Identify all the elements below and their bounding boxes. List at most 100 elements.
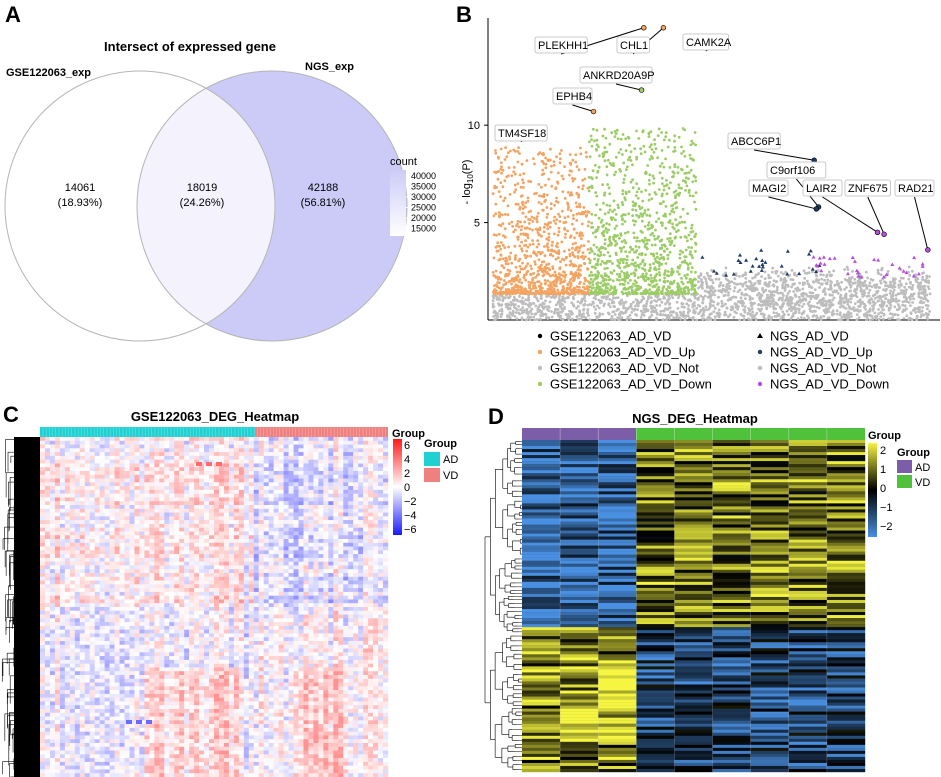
heatmap-c-cell (119, 467, 125, 472)
heatmap-c-cell (323, 493, 329, 498)
manhattan-point-up (583, 287, 587, 291)
heatmap-c-cell (114, 474, 120, 479)
manhattan-point-not (531, 301, 535, 305)
heatmap-c-cell (84, 478, 90, 483)
manhattan-point-down (639, 147, 642, 151)
heatmap-c-cell (79, 489, 85, 494)
manhattan-point-not (781, 299, 784, 302)
manhattan-point-not (811, 280, 815, 283)
manhattan-point-up (569, 209, 573, 213)
manhattan-point-not (891, 277, 895, 281)
manhattan-point-not (880, 299, 884, 303)
manhattan-point-not (642, 314, 646, 317)
heatmap-c-cell (169, 478, 175, 483)
manhattan-point-up (548, 292, 552, 296)
heatmap-c-cell (263, 471, 269, 475)
manhattan-point-up (579, 244, 583, 248)
heatmap-c-cell (74, 444, 80, 449)
manhattan-point-not (840, 315, 844, 319)
heatmap-c-cell (79, 471, 85, 475)
manhattan-point-up (564, 232, 567, 236)
manhattan-point-not (512, 295, 516, 299)
manhattan-point-not (561, 296, 564, 299)
heatmap-c-cell (89, 463, 95, 468)
manhattan-point-down (603, 127, 606, 131)
heatmap-c-cell (184, 493, 190, 498)
heatmap-c-cell (278, 448, 284, 453)
manhattan-point-up (523, 205, 527, 209)
heatmap-c-cell (89, 478, 95, 483)
heatmap-c-cell (268, 455, 274, 460)
manhattan-point-not (790, 269, 794, 272)
manhattan-point-not (721, 284, 725, 287)
heatmap-c-cell (144, 448, 150, 453)
manhattan-point-not (700, 278, 703, 281)
heatmap-c-cell (89, 452, 95, 457)
heatmap-c-cell (114, 459, 120, 464)
heatmap-c-cell (59, 448, 66, 453)
manhattan-point-not (806, 302, 810, 305)
heatmap-c-cell (248, 459, 254, 464)
heatmap-c-cell (49, 463, 56, 468)
manhattan-point-down (614, 234, 618, 238)
heatmap-c-cell (358, 493, 364, 498)
heatmap-c-cell (363, 455, 369, 460)
heatmap-c-cell (348, 471, 354, 475)
manhattan-point-not (776, 274, 780, 278)
manhattan-point-down (615, 224, 618, 228)
manhattan-point-not (834, 290, 837, 294)
manhattan-point-not (751, 289, 754, 293)
manhattan-point-not (749, 281, 753, 285)
manhattan-point-up (558, 215, 562, 219)
manhattan-point-up (501, 257, 505, 261)
manhattan-point-down (609, 271, 613, 274)
manhattan-point-not (613, 318, 617, 322)
manhattan-point-not (675, 311, 678, 315)
manhattan-point-up (506, 213, 510, 217)
manhattan-point-down (621, 261, 625, 264)
manhattan-point-down (631, 186, 635, 190)
heatmap-c-cell (189, 497, 195, 502)
manhattan-point-down (647, 135, 651, 139)
heatmap-c-cell (363, 448, 369, 453)
manhattan-point-not (782, 314, 786, 317)
manhattan-point-down (646, 276, 650, 280)
manhattan-point-down (628, 143, 631, 147)
manhattan-point-up (557, 212, 560, 216)
heatmap-c-cell (223, 452, 230, 457)
heatmap-c-cell (328, 478, 334, 483)
manhattan-point-down (595, 194, 599, 198)
manhattan-point-up (494, 291, 498, 294)
manhattan-point-down (624, 288, 628, 291)
manhattan-point-not (832, 312, 836, 316)
manhattan-point-down (680, 168, 684, 172)
heatmap-c-cell (268, 489, 274, 494)
manhattan-point-not (563, 307, 566, 311)
manhattan-point-not (683, 305, 686, 309)
manhattan-point-not (717, 289, 721, 292)
heatmap-c-cell (253, 482, 259, 487)
manhattan-point-not (825, 273, 829, 277)
manhattan-point-not (859, 288, 863, 291)
heatmap-c-cell (288, 444, 294, 449)
manhattan-point-up (518, 205, 522, 209)
manhattan-point-up (555, 218, 559, 222)
manhattan-point-down (635, 236, 639, 240)
manhattan-point-up (519, 220, 522, 224)
manhattan-point-down (610, 286, 614, 290)
manhattan-point-down (646, 208, 650, 212)
heatmap-c-cell (218, 455, 225, 460)
heatmap-c-cell (79, 482, 85, 487)
manhattan-point-down (645, 272, 648, 275)
manhattan-point-down (599, 250, 602, 254)
legend-marker (537, 365, 543, 371)
manhattan-point-not (862, 302, 866, 306)
manhattan-point-up (585, 213, 589, 217)
manhattan-point-up (538, 265, 542, 269)
heatmap-c-cell (194, 467, 200, 472)
manhattan-point-up (532, 271, 536, 275)
manhattan-point-down (604, 227, 608, 230)
manhattan-point-up (518, 270, 522, 274)
manhattan-point-not (539, 297, 543, 300)
heatmap-c-cell (303, 482, 309, 487)
